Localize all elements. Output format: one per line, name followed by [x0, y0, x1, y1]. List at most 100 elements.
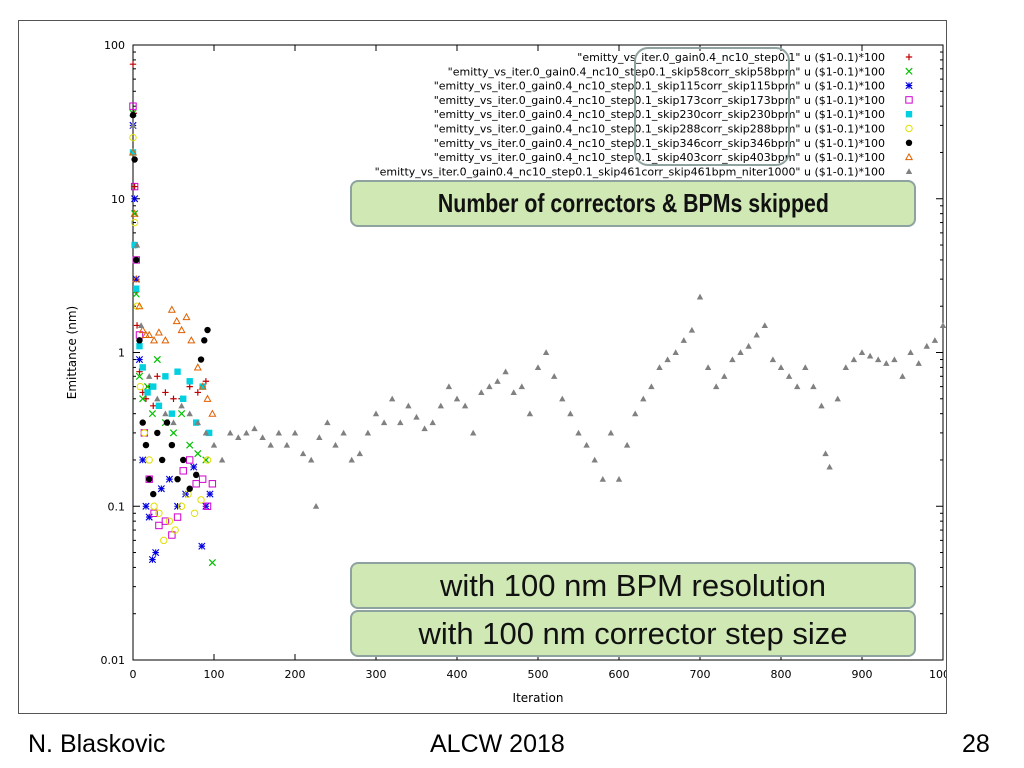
data-point-series-9	[486, 383, 493, 390]
data-point-series-6	[165, 517, 174, 525]
legend-entry-label: "emitty_vs_iter.0_gain0.4_nc10_step0.1_s…	[434, 94, 885, 107]
data-point-series-8	[132, 274, 141, 283]
data-point-series-9	[607, 429, 615, 436]
data-point-series-9	[210, 441, 218, 448]
data-point-series-9	[534, 364, 542, 370]
data-point-series-9	[283, 441, 291, 448]
data-point-series-9	[858, 349, 866, 356]
data-point-series-4	[130, 182, 139, 191]
legend-marker	[905, 168, 913, 174]
data-point-series-9	[494, 378, 501, 384]
data-point-series-9	[397, 419, 404, 426]
data-point-series-9	[632, 410, 639, 417]
data-point-series-9	[364, 429, 372, 436]
data-point-series-9	[129, 122, 137, 128]
data-point-series-9	[413, 413, 420, 420]
legend-marker	[904, 152, 914, 161]
data-point-series-5	[205, 429, 213, 437]
data-point-series-9	[429, 419, 436, 426]
data-point-series-9	[470, 429, 477, 436]
data-point-series-9	[291, 429, 299, 436]
data-point-series-8	[193, 363, 202, 371]
data-point-series-9	[137, 322, 145, 328]
data-point-series-4	[179, 467, 187, 475]
data-point-series-8	[128, 148, 138, 156]
data-point-series-6	[160, 536, 168, 545]
data-point-series-9	[133, 241, 141, 248]
data-point-series-9	[251, 425, 258, 432]
data-point-series-1	[154, 373, 161, 380]
data-point-series-2	[208, 558, 217, 567]
data-point-series-3	[206, 490, 214, 498]
data-point-series-5	[131, 241, 138, 249]
data-point-series-1	[170, 395, 177, 402]
data-point-series-9	[672, 349, 679, 356]
data-point-series-9	[461, 402, 469, 409]
data-point-series-9	[405, 402, 412, 409]
data-point-series-9	[822, 450, 829, 457]
y-tick-label: 1	[118, 347, 125, 360]
x-tick-label: 600	[609, 668, 630, 681]
data-point-series-9	[559, 395, 566, 402]
data-point-series-1	[194, 389, 201, 396]
data-point-series-7	[139, 419, 146, 426]
data-point-series-9	[891, 356, 898, 363]
y-tick-label: 100	[104, 39, 125, 52]
data-point-series-9	[939, 322, 946, 328]
data-point-series-9	[259, 434, 266, 441]
data-point-series-3	[190, 463, 198, 471]
footer-event: ALCW 2018	[430, 730, 565, 758]
data-point-series-7	[201, 337, 208, 344]
data-point-series-2	[135, 372, 144, 380]
data-point-series-9	[356, 450, 363, 457]
data-point-series-9	[794, 383, 801, 390]
data-point-series-9	[421, 425, 428, 432]
y-axis-label: Emittance (nm)	[65, 306, 79, 399]
legend-entry-label: "emitty_vs_iter.0_gain0.4_nc10_step0.1_s…	[434, 123, 885, 136]
data-point-series-9	[526, 410, 534, 417]
data-point-series-5	[162, 373, 169, 380]
data-point-series-8	[167, 305, 176, 313]
data-point-series-2	[169, 429, 178, 437]
data-point-series-9	[332, 441, 339, 448]
x-tick-label: 0	[130, 668, 137, 681]
data-point-series-2	[186, 441, 194, 449]
data-point-series-8	[182, 312, 191, 321]
x-tick-label: 100	[204, 668, 225, 681]
data-point-series-7	[186, 485, 193, 492]
data-point-series-8	[154, 328, 163, 336]
data-point-series-9	[721, 373, 728, 379]
data-point-series-9	[777, 364, 785, 370]
data-point-series-9	[737, 349, 744, 356]
data-point-series-3	[145, 513, 153, 521]
data-point-series-6	[130, 218, 139, 227]
data-point-series-2	[148, 410, 157, 418]
data-point-series-9	[308, 456, 315, 463]
chart-frame: 0 100 200 300 400 500 600 700 800 900 1000 0.01 0.1 1…	[18, 20, 947, 714]
data-point-series-8	[161, 336, 170, 344]
data-point-series-7	[180, 456, 187, 464]
data-point-series-4	[203, 502, 212, 510]
data-point-series-4	[208, 480, 217, 488]
data-point-series-9	[875, 356, 882, 363]
data-point-series-7	[129, 111, 137, 119]
data-point-series-9	[883, 360, 890, 366]
data-point-series-9	[850, 356, 858, 363]
data-point-series-7	[204, 326, 211, 334]
footer-author: N. Blaskovic	[28, 730, 166, 758]
data-point-series-9	[453, 395, 461, 402]
data-point-series-9	[389, 395, 396, 402]
data-point-series-8	[208, 409, 217, 417]
data-point-series-6	[133, 302, 141, 310]
data-point-series-9	[640, 395, 647, 402]
data-point-series-9	[591, 456, 598, 463]
data-point-series-9	[680, 337, 687, 343]
data-point-series-5	[199, 383, 206, 390]
data-point-series-9	[623, 441, 631, 448]
data-point-series-3	[148, 555, 157, 564]
data-point-series-1	[136, 368, 143, 375]
data-point-series-9	[186, 410, 193, 417]
data-point-series-9	[372, 410, 380, 417]
data-point-series-1	[202, 378, 210, 385]
y-tick-label: 0.01	[101, 654, 126, 667]
